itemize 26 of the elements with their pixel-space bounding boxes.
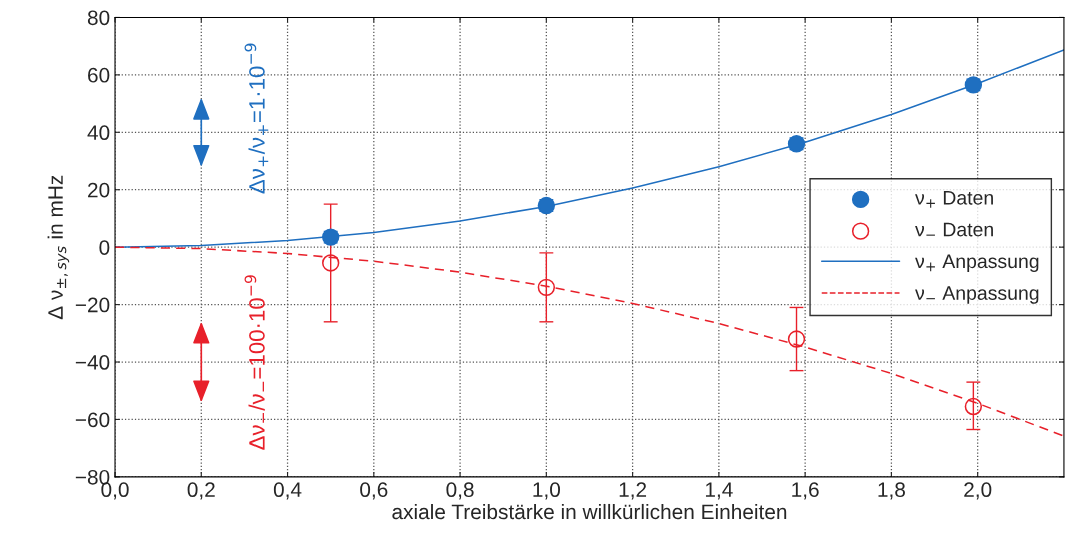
x-tick-label: 1,8 (878, 482, 905, 500)
y-tick-label: 60 (88, 67, 110, 83)
x-tick-label: 1,0 (533, 482, 561, 500)
y-tick-label: 20 (88, 182, 110, 198)
x-axis-title: axiale Treibstärke in willkürlichen Einheiten (392, 503, 787, 520)
y-tick-label: 40 (87, 125, 110, 141)
legend-label: ν$_{−}$ Daten (915, 222, 993, 237)
legend-label: ν$_{−}$ Anpassung (915, 286, 1039, 304)
annotation: Δν$_{−}$/ν$_{−}$=100·10$^{−9}$ (244, 275, 265, 450)
y-tick-label: −20 (75, 297, 110, 313)
x-tick-label: 0,4 (273, 482, 302, 500)
x-tick-label: 2,0 (964, 482, 992, 500)
y-tick-label: 0 (99, 240, 110, 255)
y-tick-label: 80 (87, 10, 110, 26)
x-tick-label: 0,6 (360, 482, 388, 500)
legend-label: ν$_{+}$ Daten (915, 191, 993, 208)
x-tick-label: 0,8 (446, 482, 474, 500)
x-tick-label: 1,2 (619, 482, 647, 500)
y-axis-title: Δ ν$_{±,sys}$ in mHz (47, 175, 70, 320)
y-tick-label: −60 (75, 412, 110, 428)
x-tick-label: 1,4 (705, 482, 733, 500)
annotation: Δν$_{+}$/ν$_{+}$=1·10$^{−9}$ (244, 43, 269, 194)
x-tick-label: 1,6 (792, 482, 819, 500)
legend-label: ν$_{+}$ Anpassung (915, 254, 1039, 272)
y-tick-label: −40 (75, 355, 110, 370)
x-tick-label: 0,2 (187, 482, 215, 500)
